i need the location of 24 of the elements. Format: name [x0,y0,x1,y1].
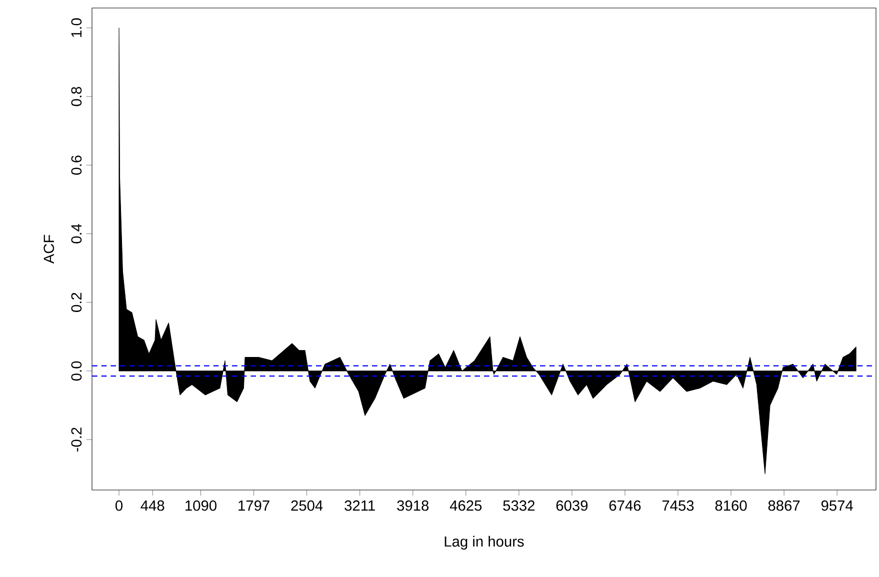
y-tick-label: 0.8 [71,86,82,106]
x-tick-label: 3211 [344,500,375,511]
x-tick-label: 1797 [238,500,270,511]
x-tick-label: 6746 [609,500,641,511]
x-axis-title: Lag in hours [444,536,524,550]
x-tick-label: 8867 [768,500,800,511]
y-tick-label: 1.0 [71,18,82,37]
x-tick-label: 3918 [397,500,429,511]
x-tick-label: 9574 [821,500,853,511]
y-tick-label: 0.0 [71,361,82,381]
x-tick-label: 7453 [662,500,694,511]
y-tick-label: 0.4 [71,224,82,244]
x-tick-label: 6039 [556,500,588,511]
x-tick-label: 0 [115,500,122,511]
x-tick-label: 8160 [715,500,747,511]
x-tick-label: 5332 [503,500,534,511]
y-tick-label: 0.6 [71,156,82,175]
x-tick-label: 1090 [186,500,216,511]
y-axis-title: ACF [44,234,54,264]
y-tick-label: 0.2 [71,292,82,312]
x-tick-label: 4625 [450,500,482,511]
x-tick-label: 2504 [291,500,323,511]
x-tick-label: 448 [140,500,164,511]
y-tick-label: -0.2 [71,428,82,452]
